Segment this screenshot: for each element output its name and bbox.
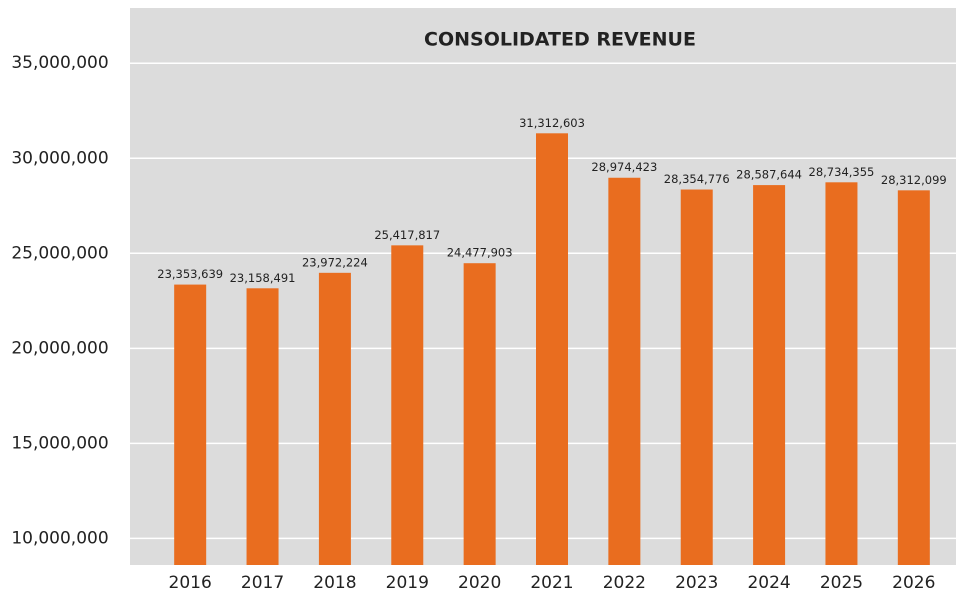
x-tick-label: 2017 xyxy=(241,573,284,593)
x-tick-label: 2018 xyxy=(313,573,356,593)
bar xyxy=(825,182,858,566)
x-tick-label: 2023 xyxy=(675,573,718,593)
x-tick-label: 2020 xyxy=(458,573,501,593)
bar xyxy=(536,133,568,565)
bar xyxy=(391,245,424,565)
data-label: 28,974,423 xyxy=(591,160,657,174)
bar xyxy=(174,284,207,565)
x-tick-label: 2022 xyxy=(603,573,646,593)
data-label: 23,972,224 xyxy=(302,255,368,269)
y-tick-label: 35,000,000 xyxy=(11,53,108,73)
data-label: 28,587,644 xyxy=(736,168,802,182)
x-tick-label: 2019 xyxy=(386,573,429,593)
bar xyxy=(318,272,351,565)
bar xyxy=(680,189,713,565)
bar xyxy=(608,177,641,566)
y-tick-label: 20,000,000 xyxy=(11,338,108,358)
data-label: 28,354,776 xyxy=(664,172,730,186)
x-tick-label: 2021 xyxy=(530,573,573,593)
y-tick-label: 10,000,000 xyxy=(11,528,108,548)
data-label: 28,734,355 xyxy=(809,165,875,179)
data-label: 24,477,903 xyxy=(447,246,513,260)
data-label: 23,353,639 xyxy=(157,267,223,281)
x-tick-label: 2016 xyxy=(169,573,212,593)
data-label: 28,312,099 xyxy=(881,173,947,187)
data-label: 23,158,491 xyxy=(230,271,296,285)
chart-title: CONSOLIDATED REVENUE xyxy=(424,29,696,51)
x-tick-label: 2026 xyxy=(892,573,935,593)
bar xyxy=(246,288,279,565)
bar xyxy=(463,263,496,565)
data-label: 31,312,603 xyxy=(519,116,585,130)
y-tick-label: 30,000,000 xyxy=(11,148,108,168)
x-tick-label: 2025 xyxy=(820,573,863,593)
bar xyxy=(897,190,930,566)
y-tick-label: 25,000,000 xyxy=(11,243,108,263)
data-label: 25,417,817 xyxy=(374,228,440,242)
bar xyxy=(753,185,786,565)
x-tick-label: 2024 xyxy=(747,573,790,593)
y-tick-label: 15,000,000 xyxy=(11,433,108,453)
